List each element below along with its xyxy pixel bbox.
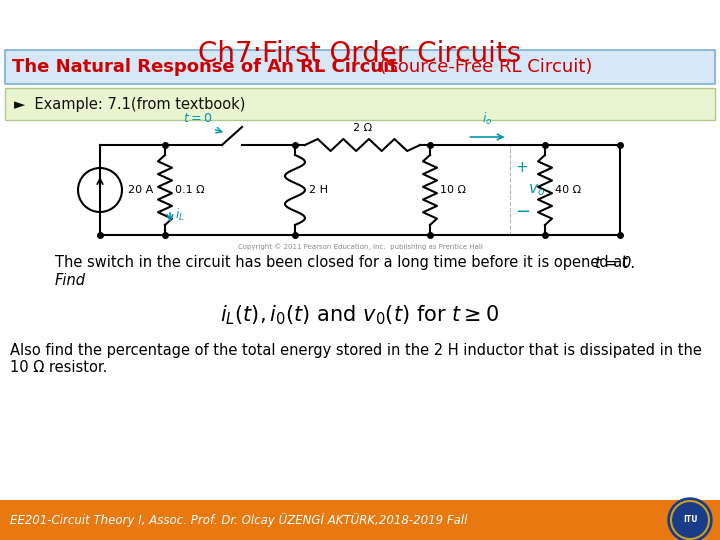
Text: Ch7:First Order Circuits: Ch7:First Order Circuits: [199, 40, 521, 68]
Text: 0.1 Ω: 0.1 Ω: [175, 185, 204, 195]
Text: $i_L$: $i_L$: [175, 207, 185, 223]
Text: 2 Ω: 2 Ω: [353, 123, 372, 133]
Circle shape: [668, 498, 712, 540]
Text: $t = 0$: $t = 0$: [183, 112, 212, 125]
Text: 20 A: 20 A: [128, 185, 153, 195]
Text: The Natural Response of An RL Circuit: The Natural Response of An RL Circuit: [12, 58, 398, 76]
Text: $i_L(t), i_0(t)\ \mathrm{and}\ v_0(t)\ \mathrm{for}\ t \geq 0$: $i_L(t), i_0(t)\ \mathrm{and}\ v_0(t)\ \…: [220, 303, 500, 327]
Text: $v_o$: $v_o$: [528, 182, 545, 198]
Text: $i_o$: $i_o$: [482, 111, 492, 127]
Text: (Source-Free RL Circuit): (Source-Free RL Circuit): [368, 58, 593, 76]
Text: The switch in the circuit has been closed for a long time before it is opened at: The switch in the circuit has been close…: [55, 255, 637, 270]
Text: +: +: [515, 160, 528, 176]
Bar: [5, 88, 715, 120]
Text: 40 Ω: 40 Ω: [555, 185, 581, 195]
Text: 2 H: 2 H: [309, 185, 328, 195]
Text: Also find the percentage of the total energy stored in the 2 H inductor that is : Also find the percentage of the total en…: [10, 343, 702, 358]
Text: Copyright © 2011 Pearson Education, Inc.  publishing as Prentice Hall: Copyright © 2011 Pearson Education, Inc.…: [238, 243, 482, 249]
Text: −: −: [515, 203, 530, 221]
Text: $t$ = 0.: $t$ = 0.: [594, 255, 635, 271]
Text: 10 Ω: 10 Ω: [440, 185, 466, 195]
Bar: [5, 50, 715, 84]
Bar: [0, 500, 720, 540]
Text: ITU: ITU: [683, 516, 697, 524]
Text: 10 Ω resistor.: 10 Ω resistor.: [10, 360, 107, 375]
Text: ►  Example: 7.1(from textbook): ► Example: 7.1(from textbook): [14, 97, 246, 111]
Text: Find: Find: [55, 273, 86, 288]
Text: EE201-Circuit Theory I, Assoc. Prof. Dr. Olcay ÜZENGİ AKTÜRK,2018-2019 Fall: EE201-Circuit Theory I, Assoc. Prof. Dr.…: [10, 513, 467, 527]
